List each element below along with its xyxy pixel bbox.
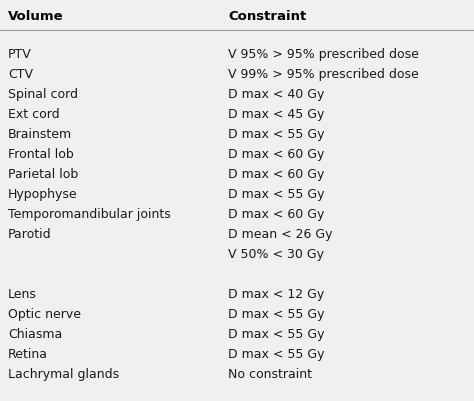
Text: Retina: Retina — [8, 348, 48, 361]
Text: No constraint: No constraint — [228, 368, 312, 381]
Text: Optic nerve: Optic nerve — [8, 308, 81, 321]
Text: D max < 12 Gy: D max < 12 Gy — [228, 288, 324, 301]
Text: Parotid: Parotid — [8, 228, 52, 241]
Text: D max < 60 Gy: D max < 60 Gy — [228, 148, 324, 161]
Text: D max < 55 Gy: D max < 55 Gy — [228, 328, 325, 341]
Text: Lachrymal glands: Lachrymal glands — [8, 368, 119, 381]
Text: D mean < 26 Gy: D mean < 26 Gy — [228, 228, 332, 241]
Text: Parietal lob: Parietal lob — [8, 168, 78, 181]
Text: Ext cord: Ext cord — [8, 108, 60, 121]
Text: V 95% > 95% prescribed dose: V 95% > 95% prescribed dose — [228, 48, 419, 61]
Text: Constraint: Constraint — [228, 10, 306, 23]
Text: Hypophyse: Hypophyse — [8, 188, 78, 201]
Text: V 99% > 95% prescribed dose: V 99% > 95% prescribed dose — [228, 68, 419, 81]
Text: CTV: CTV — [8, 68, 33, 81]
Text: D max < 55 Gy: D max < 55 Gy — [228, 348, 325, 361]
Text: D max < 55 Gy: D max < 55 Gy — [228, 128, 325, 141]
Text: Temporomandibular joints: Temporomandibular joints — [8, 208, 171, 221]
Text: PTV: PTV — [8, 48, 32, 61]
Text: D max < 60 Gy: D max < 60 Gy — [228, 208, 324, 221]
Text: Spinal cord: Spinal cord — [8, 88, 78, 101]
Text: Lens: Lens — [8, 288, 37, 301]
Text: Frontal lob: Frontal lob — [8, 148, 74, 161]
Text: D max < 40 Gy: D max < 40 Gy — [228, 88, 324, 101]
Text: Chiasma: Chiasma — [8, 328, 62, 341]
Text: D max < 55 Gy: D max < 55 Gy — [228, 308, 325, 321]
Text: Brainstem: Brainstem — [8, 128, 72, 141]
Text: D max < 55 Gy: D max < 55 Gy — [228, 188, 325, 201]
Text: Volume: Volume — [8, 10, 64, 23]
Text: D max < 45 Gy: D max < 45 Gy — [228, 108, 324, 121]
Text: V 50% < 30 Gy: V 50% < 30 Gy — [228, 248, 324, 261]
Text: D max < 60 Gy: D max < 60 Gy — [228, 168, 324, 181]
